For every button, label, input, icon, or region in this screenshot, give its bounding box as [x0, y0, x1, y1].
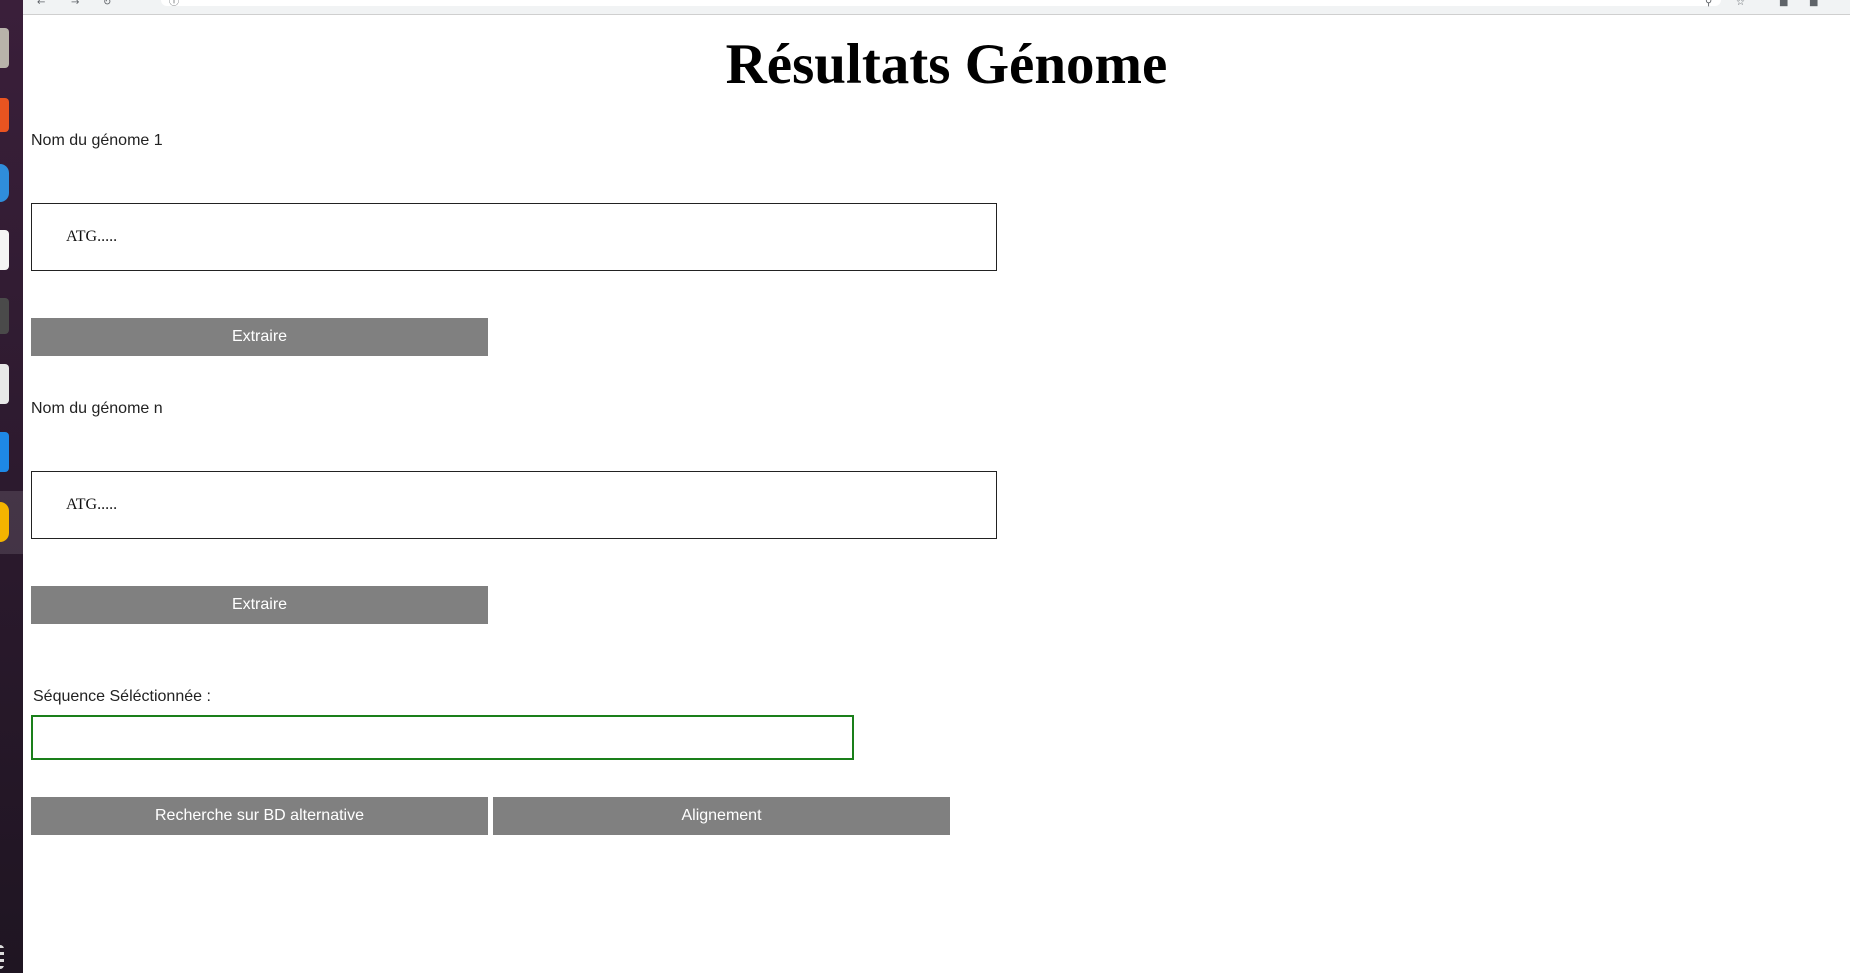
os-dock — [0, 0, 23, 973]
bookmark-star-icon[interactable]: ☆ — [1736, 0, 1745, 8]
text-editor-icon[interactable] — [0, 364, 9, 404]
selected-sequence-label: Séquence Séléctionnée : — [33, 688, 211, 705]
genome-1-sequence-text: ATG..... — [66, 228, 118, 245]
alignment-button[interactable]: Alignement — [493, 797, 950, 835]
genome-n-name-label: Nom du génome n — [31, 400, 163, 417]
genome-n-sequence-text: ATG..... — [66, 496, 118, 513]
genome-n-extract-button[interactable]: Extraire — [31, 586, 488, 624]
info-icon: ⓘ — [169, 0, 179, 8]
back-icon[interactable]: ← — [37, 0, 46, 8]
document-icon[interactable] — [0, 230, 9, 270]
page-content: Résultats Génome Nom du génome 1 ATG....… — [23, 15, 1850, 973]
chrome-icon[interactable] — [0, 502, 9, 542]
genome-1-sequence-box: ATG..... — [31, 203, 997, 271]
page-title: Résultats Génome — [725, 33, 1168, 96]
files-icon[interactable] — [0, 28, 9, 68]
genome-1-extract-button[interactable]: Extraire — [31, 318, 488, 356]
browser-toolbar: ← → ↻ ⓘ ⚲ ☆ ■ ■ — [23, 0, 1850, 15]
vscode-icon[interactable] — [0, 432, 9, 472]
alt-db-search-button[interactable]: Recherche sur BD alternative — [31, 797, 488, 835]
genome-n-sequence-box: ATG..... — [31, 471, 997, 539]
extension-icon[interactable]: ■ — [1779, 0, 1789, 8]
terminal-icon[interactable] — [0, 298, 9, 334]
genome-1-name-label: Nom du génome 1 — [31, 132, 163, 149]
profile-icon[interactable]: ■ — [1809, 0, 1819, 8]
reload-icon[interactable]: ↻ — [103, 0, 112, 8]
show-apps-icon[interactable] — [0, 945, 4, 969]
key-icon[interactable]: ⚲ — [1705, 0, 1713, 8]
address-bar[interactable]: ⓘ — [161, 0, 1721, 8]
selected-sequence-input[interactable] — [31, 715, 854, 760]
app-blue-icon[interactable] — [0, 164, 9, 202]
forward-icon[interactable]: → — [71, 0, 80, 8]
app-orange-icon[interactable] — [0, 98, 9, 132]
